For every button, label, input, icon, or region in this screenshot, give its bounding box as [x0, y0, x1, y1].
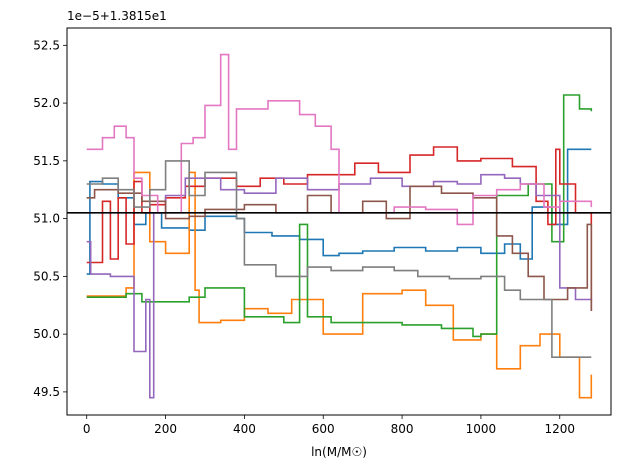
y-tick-label: 50.5: [33, 269, 60, 283]
x-axis-ticks: 0 200 400 600 800 1000 1200: [83, 415, 575, 436]
x-tick-label: 1200: [544, 422, 575, 436]
series-line-5: [86, 185, 593, 311]
y-offset-text: 1e−5+1.3815e1: [67, 9, 167, 23]
x-axis-label: ln(M/M☉): [311, 445, 367, 459]
y-tick-label: 51.5: [33, 154, 60, 168]
series-line-4: [86, 173, 593, 399]
series-line-6: [86, 53, 593, 226]
x-tick-label: 400: [233, 422, 256, 436]
x-tick-label: 800: [391, 422, 414, 436]
y-tick-label: 52.0: [33, 96, 60, 110]
y-tick-label: 51.0: [33, 212, 60, 226]
y-axis-ticks: 49.5 50.0 50.5 51.0 51.5 52.0 52.5: [33, 38, 67, 399]
y-tick-label: 50.0: [33, 327, 60, 341]
x-tick-label: 1000: [466, 422, 497, 436]
x-tick-label: 600: [312, 422, 335, 436]
series-line-7: [86, 160, 592, 358]
x-tick-label: 200: [154, 422, 177, 436]
y-tick-label: 52.5: [33, 38, 60, 52]
series-lines: [86, 53, 593, 399]
plot-frame: [66, 27, 612, 416]
y-tick-label: 49.5: [33, 385, 60, 399]
x-tick-label: 0: [83, 422, 91, 436]
series-line-2: [86, 94, 593, 338]
